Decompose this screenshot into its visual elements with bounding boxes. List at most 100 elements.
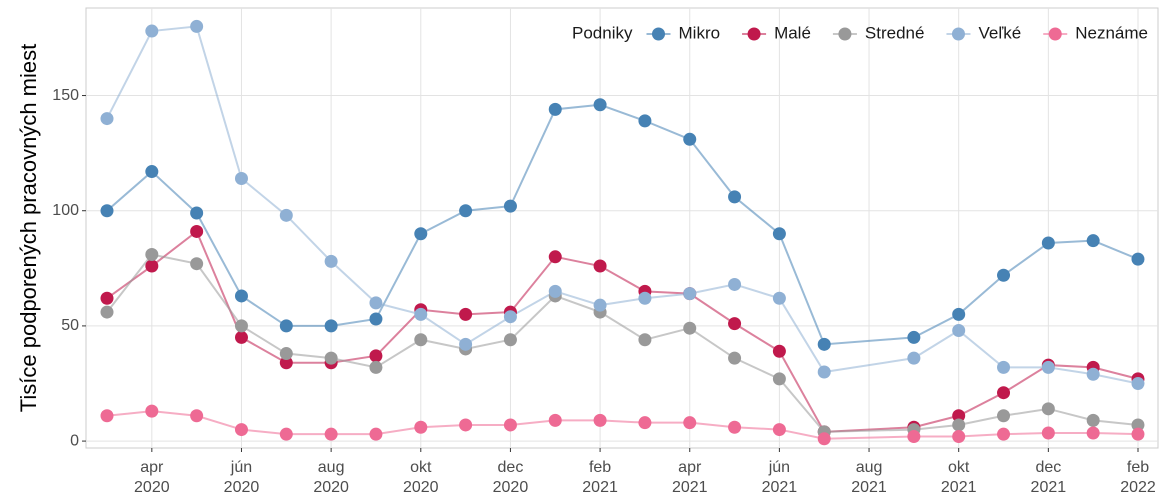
legend-label: Mikro [679, 23, 721, 42]
data-point [997, 409, 1011, 423]
legend-marker [652, 27, 665, 41]
data-point [997, 360, 1011, 374]
data-point [1086, 426, 1100, 440]
data-point [234, 423, 248, 437]
data-point [1086, 413, 1100, 427]
data-point [414, 307, 428, 321]
data-point [100, 204, 114, 218]
x-tick-label: okt 2021 [941, 459, 977, 496]
data-point [1086, 367, 1100, 381]
data-point [772, 344, 786, 358]
legend-marker [951, 27, 965, 41]
data-point [369, 360, 383, 374]
y-tick-label: 0 [70, 432, 79, 449]
data-point [145, 404, 159, 418]
data-point [503, 418, 517, 432]
data-point [234, 289, 248, 303]
x-tick-label: apr 2020 [134, 459, 170, 496]
data-point [548, 102, 562, 116]
data-point [414, 227, 428, 241]
data-point [638, 416, 652, 430]
data-point [728, 420, 742, 434]
data-point [1086, 234, 1100, 248]
legend-label: Malé [774, 23, 811, 42]
legend-marker [747, 27, 761, 41]
data-point [952, 409, 966, 423]
data-point [459, 307, 473, 321]
data-point [683, 132, 697, 146]
legend-label: Neznáme [1075, 23, 1148, 42]
data-point [1041, 360, 1055, 374]
data-point [1131, 252, 1145, 266]
data-point [728, 351, 742, 365]
grid-layer [86, 8, 1158, 448]
x-tick-label: dec 2020 [493, 459, 529, 496]
y-tick-label: 100 [52, 202, 79, 219]
data-point [997, 427, 1011, 441]
data-point [369, 296, 383, 310]
data-point [190, 409, 204, 423]
data-point [817, 432, 831, 446]
data-point [548, 284, 562, 298]
x-tick-label: feb 2021 [582, 459, 618, 496]
data-point [638, 333, 652, 347]
data-point [324, 254, 338, 268]
data-point [279, 208, 293, 222]
data-point [907, 351, 921, 365]
data-point [1131, 418, 1145, 432]
data-point [952, 429, 966, 443]
data-point [279, 427, 293, 441]
data-point [459, 418, 473, 432]
data-point [683, 321, 697, 335]
data-point [1041, 426, 1055, 440]
data-point [100, 291, 114, 305]
x-tick-label: aug 2021 [851, 459, 887, 496]
data-point [279, 347, 293, 361]
data-point [234, 171, 248, 185]
data-point [817, 365, 831, 379]
data-point [100, 305, 114, 319]
legend-label: Stredné [865, 23, 925, 42]
data-point [817, 337, 831, 351]
x-tick-label: feb 2022 [1120, 459, 1156, 496]
data-point [1131, 376, 1145, 390]
data-point [593, 413, 607, 427]
data-point [548, 250, 562, 264]
data-point [772, 291, 786, 305]
data-point [683, 416, 697, 430]
data-point [279, 356, 293, 370]
data-point [414, 333, 428, 347]
data-point [683, 287, 697, 301]
x-tick-label: jún 2020 [224, 459, 260, 496]
x-tick-label: okt 2020 [403, 459, 439, 496]
data-point [279, 319, 293, 333]
data-point [638, 291, 652, 305]
data-point [414, 420, 428, 434]
legend-marker [1048, 27, 1062, 41]
data-point [324, 319, 338, 333]
data-point [907, 429, 921, 443]
data-point [1131, 427, 1145, 441]
data-point [324, 427, 338, 441]
x-tick-label: jún 2021 [762, 459, 798, 496]
data-point [459, 337, 473, 351]
data-point [145, 259, 159, 273]
data-point [772, 372, 786, 386]
data-point [907, 330, 921, 344]
data-point [638, 114, 652, 128]
data-point [728, 277, 742, 291]
data-point [234, 330, 248, 344]
data-point [324, 351, 338, 365]
data-point [952, 324, 966, 338]
legend-marker [838, 27, 852, 41]
data-point [190, 257, 204, 271]
data-point [593, 259, 607, 273]
data-point [503, 310, 517, 324]
data-point [100, 409, 114, 423]
data-point [1041, 236, 1055, 250]
y-axis-title: Tisíce podporených pracovných miest [16, 44, 41, 412]
data-point [772, 227, 786, 241]
data-point [190, 206, 204, 220]
x-tick-label: dec 2021 [1031, 459, 1067, 496]
legend-label: Veľké [978, 23, 1021, 42]
